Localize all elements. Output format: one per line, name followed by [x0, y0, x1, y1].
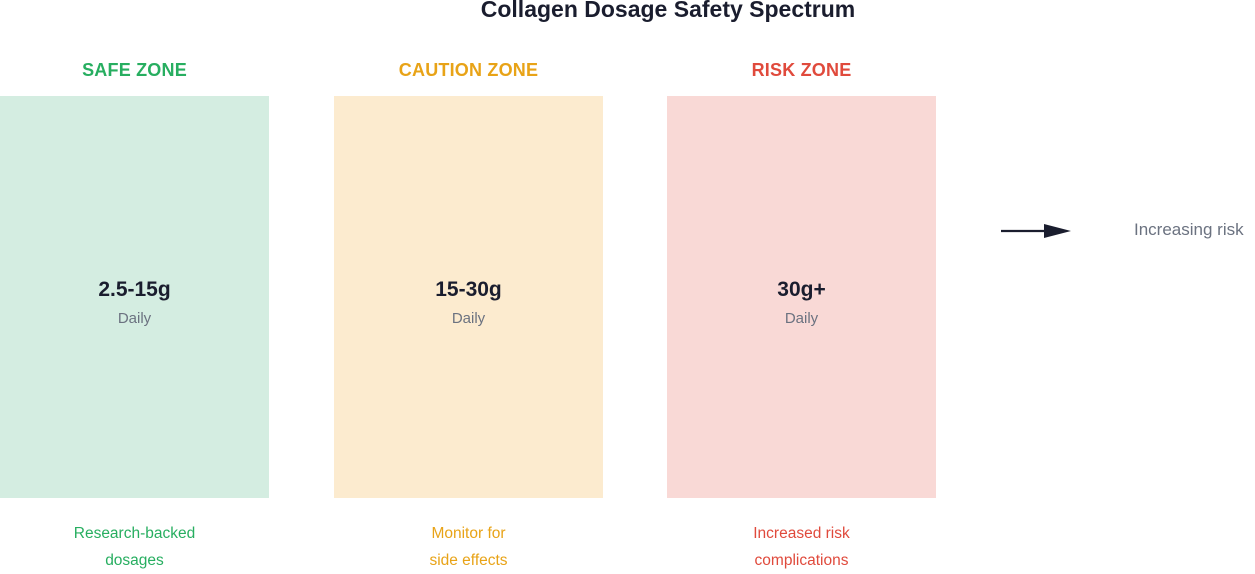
- diagram-title: Collagen Dosage Safety Spectrum: [480, 0, 856, 22]
- zone-note: Monitor for side effects: [334, 520, 603, 574]
- zone-amount: 2.5-15g: [98, 278, 171, 301]
- legend-label: Increasing risk: [1134, 220, 1244, 239]
- zone-heading: SAFE ZONE: [82, 60, 187, 80]
- zone-box: [334, 96, 603, 498]
- zone-note-line: Increased risk: [753, 525, 850, 542]
- zone-box: [0, 96, 269, 498]
- zone-risk: RISK ZONE 30g+ Daily Increased risk comp…: [667, 0, 936, 569]
- zone-safe: SAFE ZONE 2.5-15g Daily Research-backed …: [0, 0, 269, 569]
- zone-note: Research-backed dosages: [0, 520, 269, 574]
- zone-note: Increased risk complications: [667, 520, 936, 574]
- zone-heading: CAUTION ZONE: [398, 60, 539, 80]
- zone-caution: CAUTION ZONE 15-30g Daily Monitor for si…: [334, 0, 603, 569]
- zone-note-line: side effects: [429, 552, 508, 569]
- zone-frequency: Daily: [784, 310, 819, 327]
- zone-frequency: Daily: [451, 310, 486, 327]
- zone-amount: 15-30g: [435, 278, 502, 301]
- zone-note-line: complications: [754, 552, 849, 569]
- zone-heading: RISK ZONE: [751, 60, 852, 80]
- arrow-right-icon: [1001, 224, 1071, 238]
- zone-note-line: Monitor for: [431, 525, 506, 542]
- zone-note-line: Research-backed: [73, 525, 196, 542]
- zone-amount: 30g+: [777, 278, 826, 301]
- zone-box: [667, 96, 936, 498]
- zone-note-line: dosages: [105, 552, 164, 569]
- zone-frequency: Daily: [117, 310, 152, 327]
